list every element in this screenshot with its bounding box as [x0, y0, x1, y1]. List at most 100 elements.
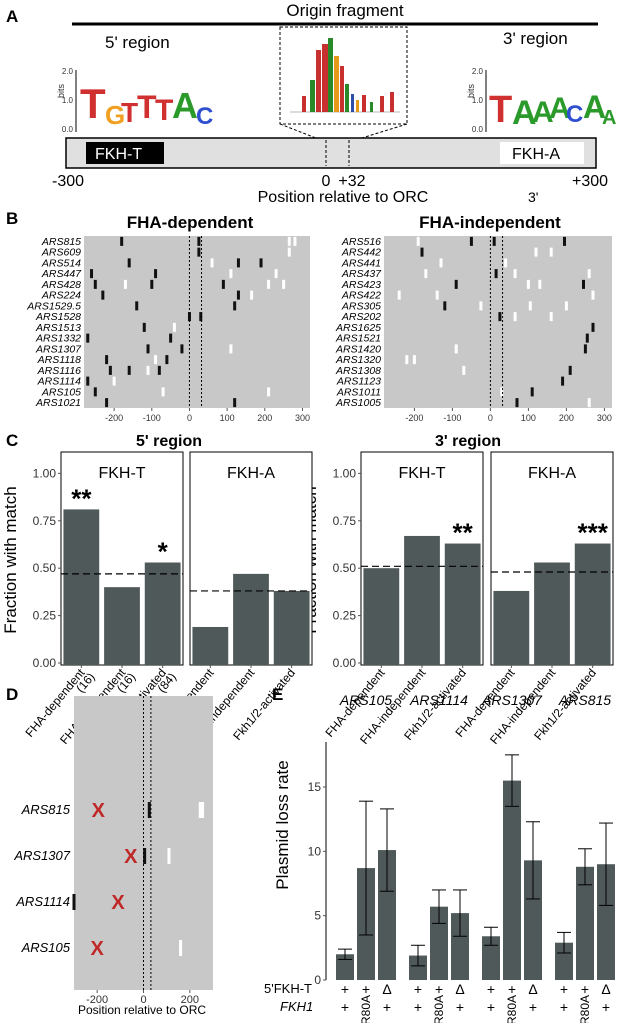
panel-b-right-motif-mark — [528, 301, 532, 311]
logo3-letter-7: A — [602, 107, 616, 129]
panel-b-right-motif-mark — [492, 236, 496, 246]
panel-b-right-motif-mark — [549, 247, 553, 257]
panel-label-a: A — [6, 7, 18, 26]
panel-b-right-row-label: ARS437 — [341, 268, 382, 280]
panel-b-left-motif-mark — [112, 376, 116, 386]
panel-b-right-motif-mark — [587, 269, 591, 279]
panel-e-ytick-label: 5 — [314, 909, 321, 923]
panel-label-e: E — [272, 685, 283, 704]
pos-left-label: -300 — [52, 173, 84, 190]
panel-d-motif-mark — [143, 848, 147, 864]
panel-b-left-motif-mark — [93, 279, 97, 289]
panel-c-bar — [444, 543, 481, 665]
panel-b-left-row-label: ARS1118 — [37, 354, 82, 366]
panel-b-right-background — [384, 236, 612, 408]
panel-e-bar — [451, 913, 469, 980]
panel-e-row1-value: + — [341, 981, 349, 997]
panel-c-bar — [534, 562, 570, 665]
panel-b-left-motif-mark — [259, 258, 263, 268]
panel-e-group-title: ARS1114 — [409, 692, 468, 708]
panel-b-left-motif-mark — [101, 290, 105, 300]
panel-b-right-motif-mark — [405, 355, 409, 365]
panel-e-bar — [503, 780, 521, 980]
panel-label-d: D — [6, 685, 18, 704]
panel-d-row-label: ARS1307 — [13, 848, 70, 863]
panel-e-row1-value: + — [581, 981, 589, 997]
panel-d: D Position relative to ORC ARS815 X ARS130… — [6, 685, 213, 1017]
panel-b-left-motif-mark — [154, 269, 158, 279]
panel-b-right-motif-mark — [513, 269, 517, 279]
panel-b-left-row-label: ARS1528 — [35, 311, 81, 323]
panel-b-right-motif-mark — [549, 312, 553, 322]
panel-b-right-row-label: ARS422 — [341, 290, 381, 302]
origin-fragment-title: Origin fragment — [286, 1, 403, 20]
panel-b-right-row-label: ARS516 — [341, 236, 381, 248]
panel-b-left-motif-mark — [86, 376, 90, 386]
panel-e-bar — [524, 860, 542, 980]
panel-c-ytick-label: 0.00 — [33, 656, 57, 670]
panel-c-facet-title: FKH-A — [227, 465, 275, 482]
panel-e-row2-value: + — [414, 999, 422, 1015]
panel-b-left-motif-mark — [108, 365, 112, 375]
panel-b-right-motif-mark — [469, 236, 473, 246]
panel-e-bar — [430, 906, 448, 980]
logo3-letter-3: A — [532, 96, 554, 129]
logo3-letter-4: A — [549, 92, 571, 125]
fkh-a-box — [500, 142, 584, 164]
panel-b-right-tick-label: 300 — [597, 413, 612, 423]
panel-c-bar — [574, 543, 611, 665]
panel-b-right-motif-mark — [513, 312, 517, 322]
fkh-a-box-label: FKH-A — [512, 146, 560, 163]
panel-d-tick-label: 0 — [140, 994, 146, 1006]
panel-b-right-tick-label: 0 — [488, 413, 493, 423]
panel-c-ylabel-left: Fraction with match — [1, 486, 20, 633]
pos-right-label: +300 — [572, 173, 608, 190]
panel-b-left-tick-label: -200 — [105, 413, 123, 423]
panel-b-left-motif-mark — [161, 387, 165, 397]
panel-b-right-row-label: ARS1521 — [335, 333, 381, 345]
bits-tick-1-right: 1.0 — [472, 96, 484, 105]
panel-e-row1-value: Δ — [528, 981, 537, 997]
panel-b-right-motif-mark — [538, 279, 542, 289]
panel-d-deletion-mark: X — [92, 800, 106, 822]
panel-b-left-motif-mark — [169, 333, 173, 343]
panel-b-title-right: FHA-independent — [419, 213, 561, 232]
panel-d-motif-mark — [179, 940, 183, 956]
panel-b-right-motif-mark — [534, 247, 538, 257]
panel-e-row1-value: Δ — [382, 981, 391, 997]
panel-b-right-motif-mark — [416, 236, 420, 246]
panel-c-bar — [63, 509, 100, 665]
panel-b-left-motif-mark — [197, 247, 201, 257]
panel-b-left-row-label: ARS1114 — [37, 376, 82, 388]
panel-b-left-row-label: ARS514 — [41, 257, 81, 269]
panel-c-facet-title: FKH-A — [528, 465, 576, 482]
panel-b-right-motif-mark — [439, 258, 443, 268]
panel-c-title-right: 3' region — [435, 433, 501, 450]
panel-b-left-motif-mark — [267, 387, 271, 397]
panel-c-ytick-label: 1.00 — [33, 466, 57, 480]
panel-c-ytick-label: 0.50 — [33, 561, 57, 575]
panel-e-row2-value: + — [341, 999, 349, 1015]
panel-a: A Origin fragment 5' region 3' region — [6, 1, 616, 206]
panel-e-row2-value: + — [529, 999, 537, 1015]
panel-e-bar — [336, 954, 354, 980]
panel-b-right-row-label: ARS442 — [341, 247, 381, 259]
panel-b-right-motif-mark — [462, 365, 466, 375]
logo5-letter-6: A — [172, 85, 198, 126]
panel-b-right-motif-mark — [479, 301, 483, 311]
panel-e-row2-value: R80A — [578, 995, 592, 1023]
logo-5-prime: bits 0.0 1.0 2.0 T G T T T A C — [56, 67, 213, 134]
panel-b-right-motif-mark — [564, 301, 568, 311]
panel-b-left-motif-mark — [150, 279, 154, 289]
panel-e-ytick-label: 15 — [308, 780, 322, 794]
panel-b-right-motif-mark — [530, 387, 534, 397]
panel-b-left-motif-mark — [86, 333, 90, 343]
panel-b-left-motif-mark — [221, 279, 225, 289]
panel-c-bar — [404, 535, 440, 665]
panel-c-bar — [192, 626, 229, 665]
panel-b-left-motif-mark — [210, 258, 214, 268]
panel-b-left-motif-mark — [165, 355, 169, 365]
panel-a-axis-label: Position relative to ORC — [258, 189, 429, 206]
bits-tick-2-right: 2.0 — [472, 67, 484, 76]
panel-c-significance: ** — [453, 518, 474, 548]
